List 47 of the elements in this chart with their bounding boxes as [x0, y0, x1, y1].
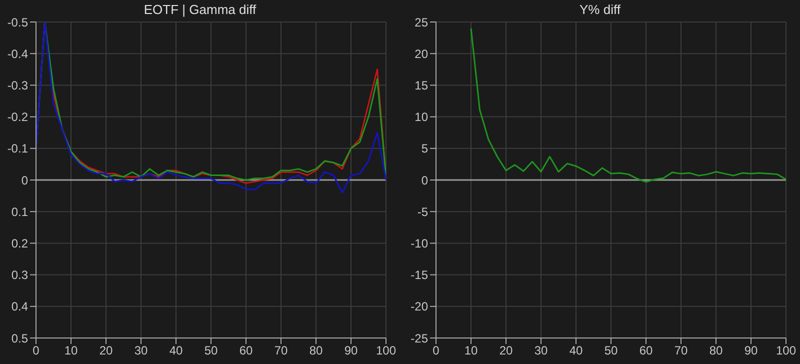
x-tick-label: 0: [32, 344, 40, 358]
chart-title: Y% diff: [578, 2, 622, 17]
y-tick-label: -0.3: [7, 78, 28, 92]
x-tick-label: 60: [639, 344, 653, 358]
y-tick-label: -10: [410, 236, 428, 250]
y-tick-label: 20: [414, 46, 428, 61]
y-tick-label: -20: [410, 300, 428, 314]
y-tick-label: -25: [410, 331, 428, 346]
x-tick-label: 10: [64, 344, 78, 358]
x-tick-label: 40: [569, 344, 583, 358]
y-tick-label: -0.4: [7, 46, 28, 61]
y-tick-label: 0.1: [11, 204, 28, 219]
x-tick-label: 70: [674, 344, 688, 358]
x-tick-label: 100: [376, 344, 396, 358]
x-tick-label: 10: [464, 344, 478, 358]
y-tick-label: 0.4: [11, 300, 28, 314]
chart-title: EOTF | Gamma diff: [142, 2, 258, 17]
y-tick-label: 15: [414, 78, 428, 92]
x-tick-label: 40: [169, 344, 183, 358]
x-tick-label: 50: [204, 344, 218, 358]
x-tick-label: 30: [534, 344, 548, 358]
x-tick-label: 80: [309, 344, 323, 358]
y-tick-label: -0.5: [7, 15, 28, 30]
x-tick-label: 90: [744, 344, 758, 358]
x-tick-label: 50: [604, 344, 618, 358]
x-tick-label: 20: [99, 344, 113, 358]
x-tick-label: 90: [344, 344, 358, 358]
y-tick-label: -0.1: [7, 142, 28, 156]
x-tick-label: 60: [239, 344, 253, 358]
x-tick-label: 80: [709, 344, 723, 358]
y-tick-label: 0: [21, 173, 28, 188]
y-tick-label: 5: [421, 142, 428, 156]
y-tick-label: 10: [414, 110, 428, 124]
x-tick-label: 20: [499, 344, 513, 358]
x-tick-label: 70: [274, 344, 288, 358]
x-tick-label: 30: [134, 344, 148, 358]
x-tick-label: 0: [432, 344, 440, 358]
y-tick-label: 25: [414, 15, 428, 30]
y-tick-label: 0.2: [11, 236, 28, 250]
line-series: [470, 28, 786, 183]
y-tick-label: -5: [417, 204, 428, 219]
y-tick-label: 0.3: [11, 268, 28, 282]
y-tick-label: -0.2: [7, 110, 28, 124]
y-tick-label: 0.5: [11, 331, 28, 346]
y-tick-label: 0: [421, 173, 428, 188]
y-tick-label: -15: [410, 268, 428, 282]
x-tick-label: 100: [776, 344, 796, 358]
